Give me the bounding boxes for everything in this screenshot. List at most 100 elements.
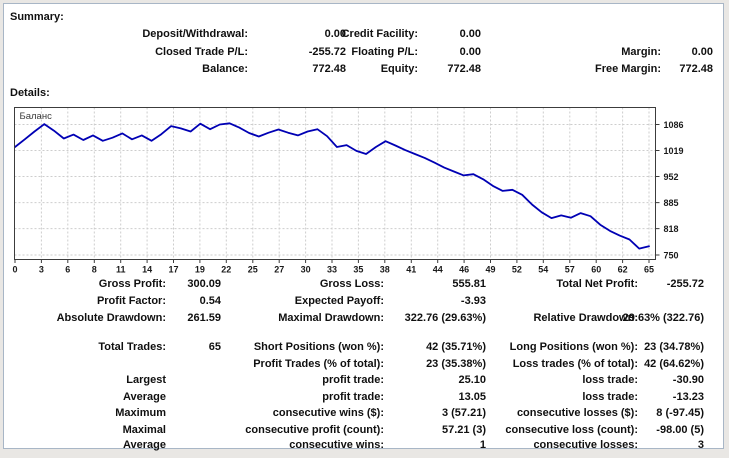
y-tick-label: 818 <box>664 224 679 234</box>
stat-value: 0.00 <box>459 28 481 40</box>
stats-row: Absolute Drawdown: 261.59 Maximal Drawdown… <box>4 312 723 326</box>
stat-label: Maximum <box>115 407 166 419</box>
stat-label: Total Net Profit: <box>556 278 638 290</box>
stats-row: Largest profit trade: 25.10 loss trade: -30.… <box>4 374 723 388</box>
summary-title: Summary: <box>10 11 64 23</box>
x-tick-label: 60 <box>591 265 601 275</box>
stat-label: loss trade: <box>582 390 638 403</box>
stat-value: -255.72 <box>308 45 346 58</box>
stat-label: Long Positions (won %): <box>509 341 638 353</box>
stat-label: consecutive loss (count): <box>505 423 638 436</box>
stats-row: Balance: 772.48 Equity: 772.48 Free Margin: 7… <box>4 63 723 77</box>
stats-row: Profit Factor: 0.54 Expected Payoff: -3.93 <box>4 295 723 309</box>
x-tick-label: 11 <box>116 265 126 275</box>
stat-label: consecutive wins: <box>289 438 384 451</box>
stat-value: 3 (57.21) <box>441 407 486 419</box>
report-panel: Summary: Deposit/Withdrawal: 0.00 Credit F… <box>3 3 724 451</box>
stat-label: Deposit/Withdrawal: <box>142 28 248 40</box>
x-tick-label: 57 <box>565 265 575 275</box>
stat-value: 13.05 <box>458 390 486 403</box>
stats-row: Average profit trade: 13.05 loss trade: -13.… <box>4 391 723 405</box>
stats-row: Gross Profit: 300.09 Gross Loss: 555.81 Tota… <box>4 278 723 292</box>
y-tick-label: 1086 <box>664 120 684 130</box>
stat-label: Balance: <box>202 63 248 75</box>
stat-label: Maximal <box>122 423 166 436</box>
x-tick-label: 46 <box>459 265 469 275</box>
stat-value: 0.00 <box>691 45 713 58</box>
stat-label: Gross Profit: <box>98 278 166 290</box>
stat-value: 42 (64.62%) <box>644 357 704 370</box>
x-tick-label: 49 <box>485 265 495 275</box>
stat-label: Total Trades: <box>98 341 166 353</box>
stat-label: Maximal Drawdown: <box>278 312 384 324</box>
stats-row: Deposit/Withdrawal: 0.00 Credit Facility: 0… <box>4 28 723 42</box>
stat-value: 3 <box>697 438 704 451</box>
balance-chart: 0 3 6 8 11 14 17 19 22 25 27 30 33 35 38 41 44 46 49 52 54 57… <box>11 102 717 278</box>
stat-value: 1 <box>479 438 486 451</box>
stat-label: Floating P/L: <box>351 45 418 58</box>
y-tick-label: 952 <box>664 172 679 182</box>
stats-row: Total Trades: 65 Short Positions (won %): 4… <box>4 341 723 355</box>
stat-value: -3.93 <box>460 295 486 307</box>
stat-label: Profit Factor: <box>96 295 166 307</box>
stat-value: 261.59 <box>187 312 221 324</box>
x-tick-label: 52 <box>512 265 522 275</box>
stat-label: Free Margin: <box>594 63 661 75</box>
x-tick-label: 44 <box>433 265 443 275</box>
stat-label: Equity: <box>380 63 418 75</box>
stat-value: 772.48 <box>679 63 713 75</box>
x-tick-label: 65 <box>644 265 654 275</box>
stat-label: consecutive profit (count): <box>245 423 384 436</box>
stat-label: Average <box>122 390 166 403</box>
stat-value: 29.63% (322.76) <box>622 312 704 324</box>
chart-legend-label: Баланс <box>20 111 53 122</box>
x-tick-label: 38 <box>380 265 390 275</box>
stat-value: 65 <box>208 341 221 353</box>
stat-label: consecutive losses: <box>533 438 638 451</box>
balance-chart-svg: 0 3 6 8 11 14 17 19 22 25 27 30 33 35 38 41 44 46 49 52 54 57… <box>12 107 684 275</box>
x-tick-label: 62 <box>618 265 628 275</box>
y-tick-label: 1019 <box>664 146 684 156</box>
stat-label: Relative Drawdown: <box>533 312 638 324</box>
stats-row: Maximal consecutive profit (count): 57.21 … <box>4 424 723 438</box>
x-tick-label: 22 <box>221 265 231 275</box>
y-tick-label: 885 <box>664 198 679 208</box>
stat-value: 555.81 <box>452 278 486 290</box>
stat-value: 0.54 <box>199 295 221 307</box>
stat-label: Largest <box>126 374 166 386</box>
x-tick-label: 33 <box>327 265 337 275</box>
stat-label: Closed Trade P/L: <box>155 45 248 58</box>
y-tick-label: 750 <box>664 251 679 261</box>
stats-row: Closed Trade P/L: -255.72 Floating P/L: 0.0… <box>4 46 723 60</box>
x-tick-label: 14 <box>142 265 152 275</box>
stat-value: 8 (-97.45) <box>656 407 704 419</box>
stat-label: profit trade: <box>322 374 384 386</box>
stats-row: Average consecutive wins: 1 consecutive los… <box>4 439 723 453</box>
stat-value: 300.09 <box>187 278 221 290</box>
stat-label: Profit Trades (% of total): <box>253 357 384 370</box>
stat-value: 322.76 (29.63%) <box>404 312 486 324</box>
stat-label: Margin: <box>621 45 661 58</box>
details-title: Details: <box>10 87 50 99</box>
stat-value: 23 (34.78%) <box>644 341 704 353</box>
stat-value: 23 (35.38%) <box>426 357 486 370</box>
stat-value: -30.90 <box>672 374 704 386</box>
stat-label: Absolute Drawdown: <box>56 312 166 324</box>
x-tick-label: 17 <box>168 265 178 275</box>
x-tick-label: 27 <box>274 265 284 275</box>
x-tick-label: 0 <box>12 265 17 275</box>
stat-label: Average <box>122 438 166 451</box>
stat-label: loss trade: <box>582 374 638 386</box>
stat-label: Expected Payoff: <box>294 295 384 307</box>
stat-value: 772.48 <box>312 63 346 75</box>
stat-label: Credit Facility: <box>341 28 418 40</box>
x-tick-label: 54 <box>538 265 548 275</box>
stat-value: -13.23 <box>672 390 704 403</box>
stat-label: Short Positions (won %): <box>253 341 384 353</box>
x-tick-label: 41 <box>406 265 416 275</box>
stat-value: -98.00 (5) <box>656 423 704 436</box>
x-tick-label: 3 <box>39 265 44 275</box>
stat-label: profit trade: <box>322 390 384 403</box>
x-tick-label: 6 <box>65 265 70 275</box>
